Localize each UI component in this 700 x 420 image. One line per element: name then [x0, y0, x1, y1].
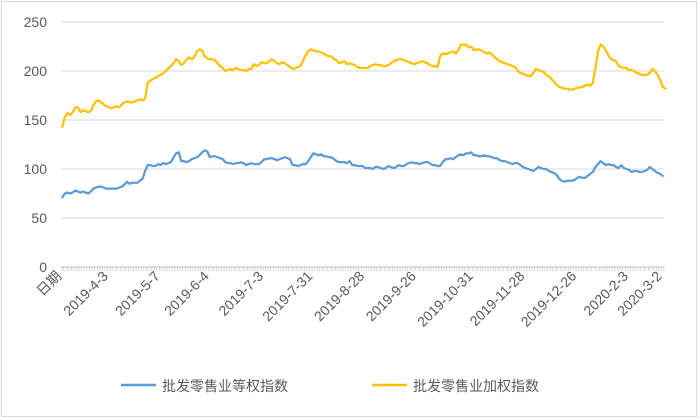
y-axis-ticks: 0 50 100 150 200 250 — [24, 14, 48, 275]
y-tick-label: 0 — [39, 259, 47, 275]
gridlines — [61, 21, 664, 268]
x-tick-label: 日期 — [33, 268, 64, 299]
series-line-2 — [61, 43, 667, 128]
series-line-1 — [61, 149, 664, 199]
x-tick-label: 2019-10-31 — [414, 268, 476, 330]
legend: 批发零售业等权指数 批发零售业加权指数 — [121, 378, 539, 395]
series-lines — [61, 43, 667, 199]
x-tick-label: 2019-12-26 — [517, 268, 579, 330]
y-tick-label: 100 — [24, 161, 48, 177]
x-tick-label: 2019-7-3 — [215, 268, 266, 319]
x-tick-label: 2019-6-4 — [161, 268, 212, 319]
y-tick-label: 150 — [24, 112, 48, 128]
x-tick-label: 2019-8-28 — [311, 268, 368, 325]
y-tick-label: 250 — [24, 14, 48, 30]
x-tick-label: 2019-7-31 — [259, 268, 316, 325]
x-tick-label: 2019-9-26 — [363, 268, 420, 325]
legend-label: 批发零售业等权指数 — [162, 378, 288, 395]
legend-label: 批发零售业加权指数 — [413, 379, 539, 395]
y-tick-label: 50 — [31, 210, 47, 226]
x-tick-label: 2019-4-3 — [60, 268, 111, 319]
y-tick-label: 200 — [24, 63, 48, 79]
x-tick-label: 2019-5-7 — [112, 268, 163, 319]
